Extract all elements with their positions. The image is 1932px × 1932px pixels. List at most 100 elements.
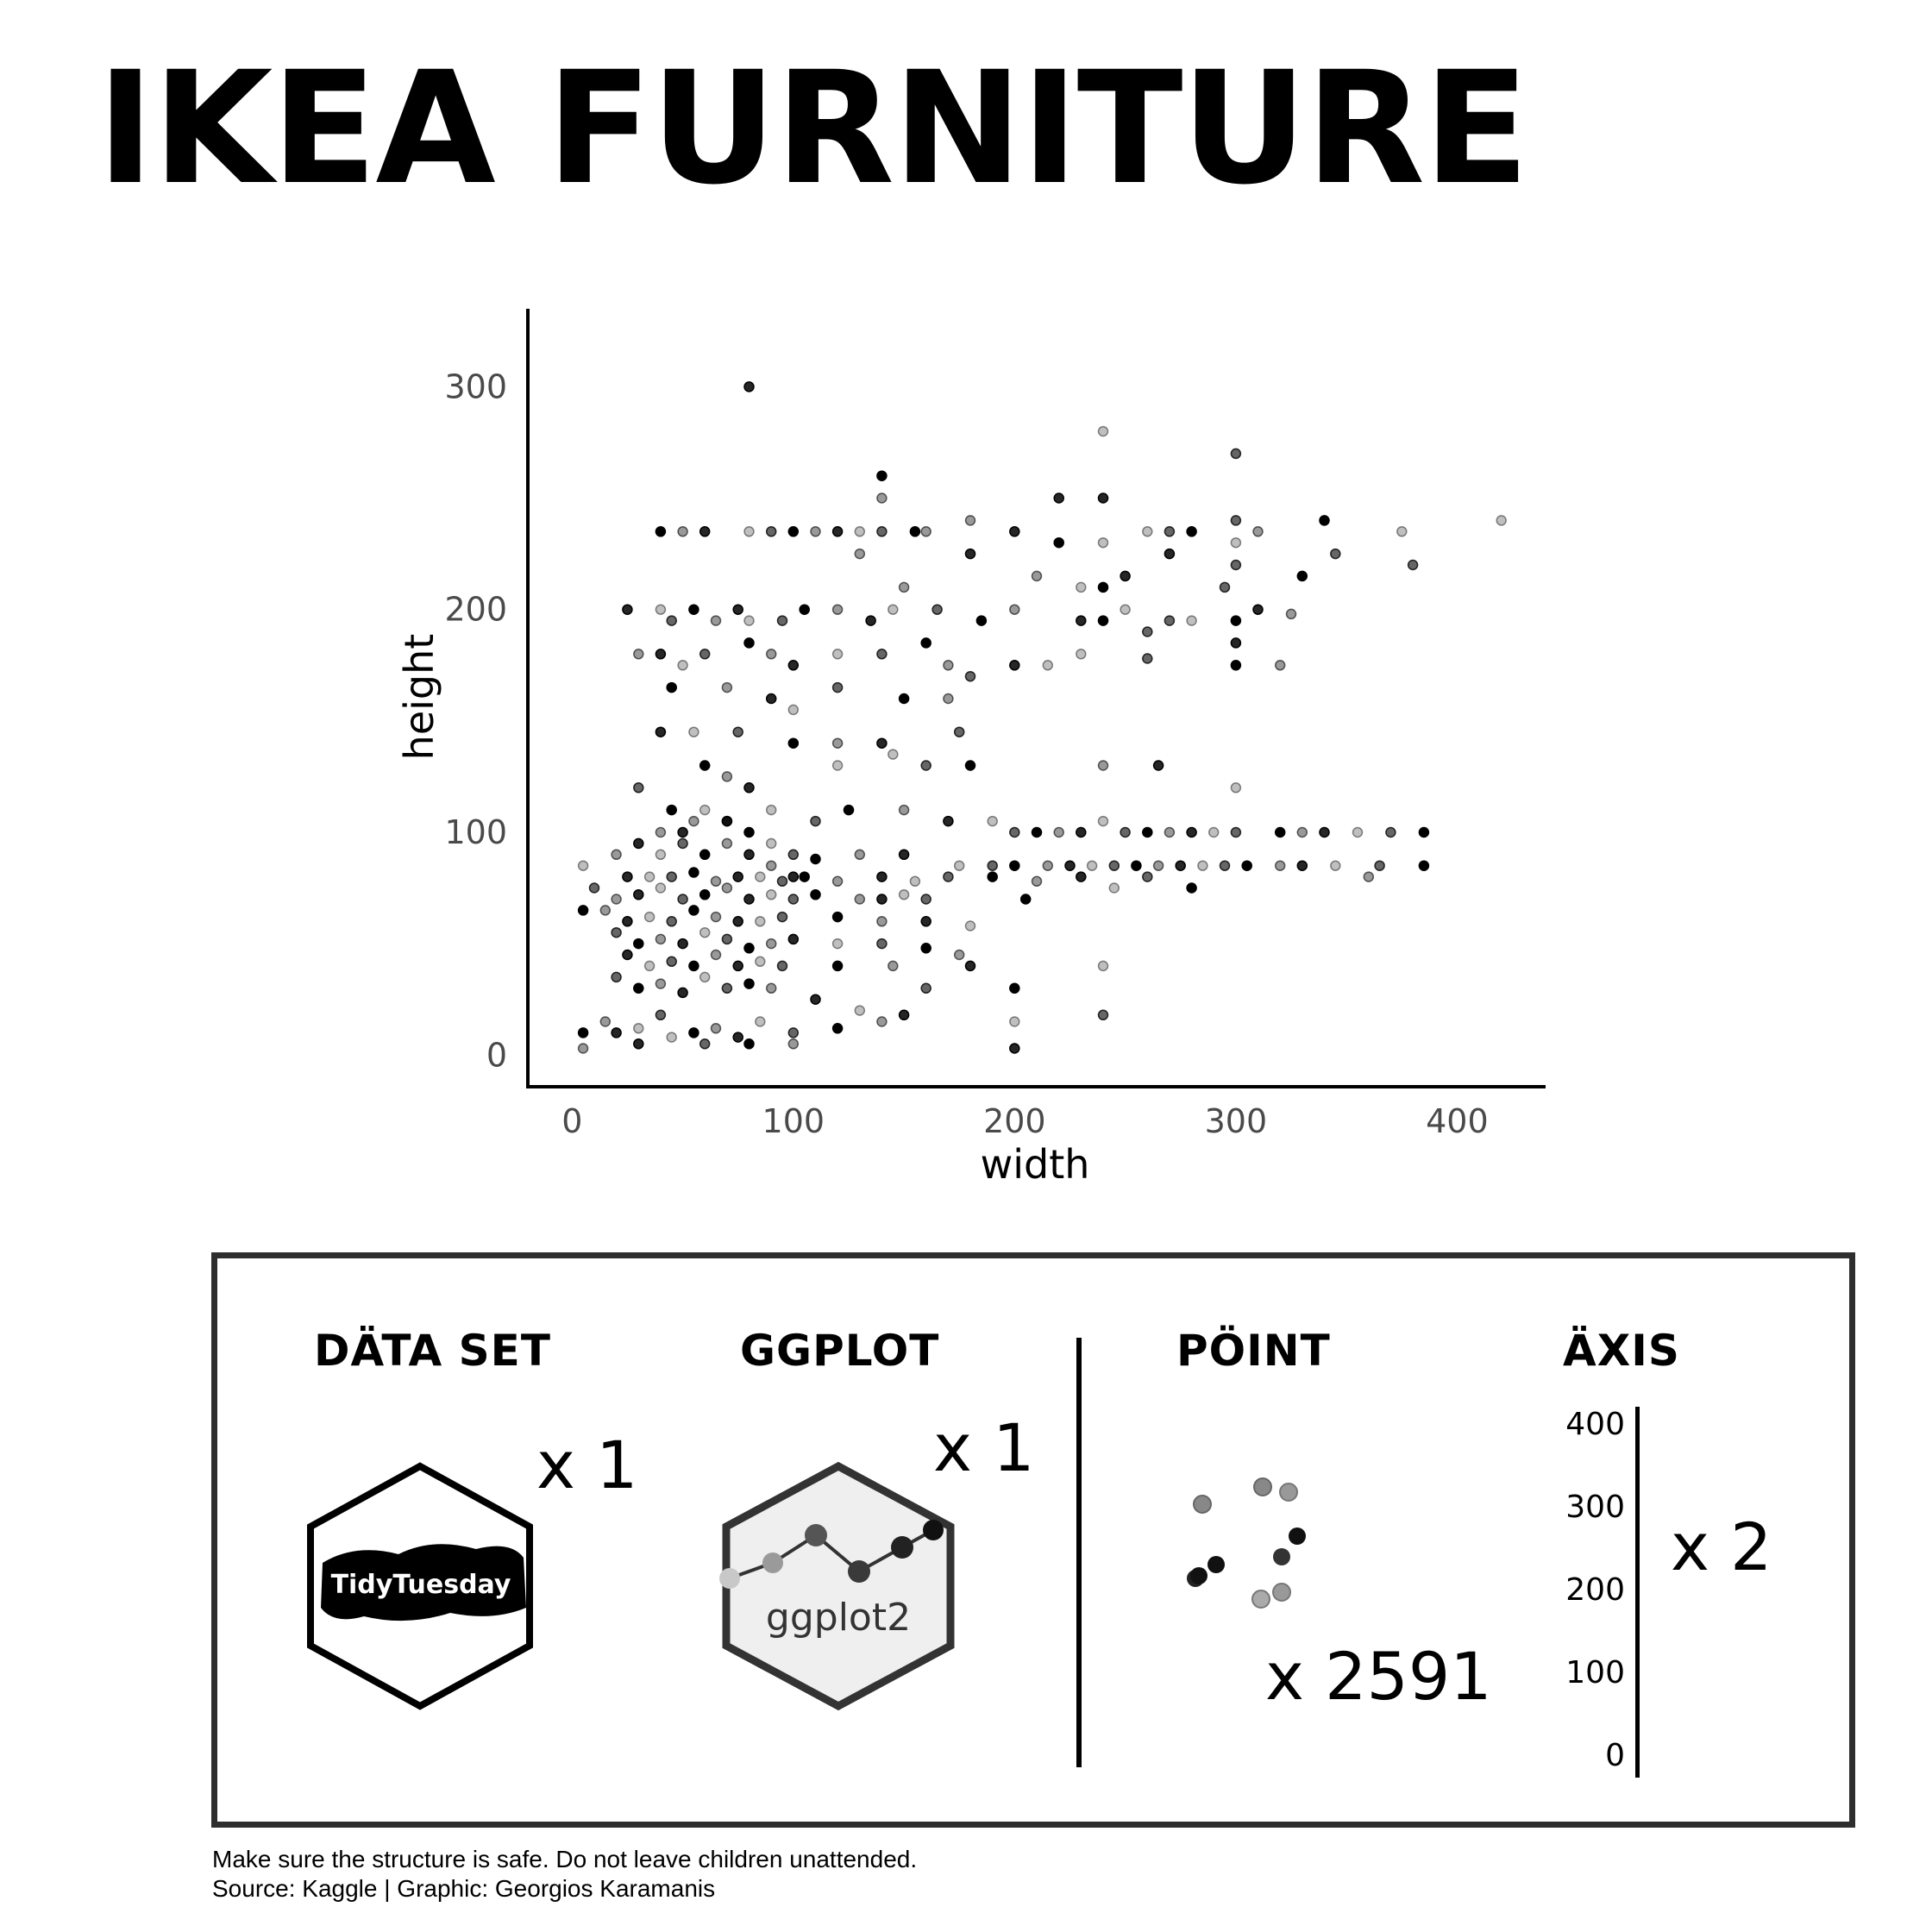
- scatter-point: [1142, 653, 1153, 664]
- scatter-point: [666, 804, 677, 816]
- scatter-point: [1496, 515, 1507, 526]
- scatter-point: [743, 381, 755, 392]
- axis-sample-line: [1635, 1407, 1640, 1778]
- scatter-point: [666, 615, 677, 626]
- scatter-point: [776, 911, 788, 923]
- scatter-point: [953, 726, 965, 737]
- scatter-point: [831, 760, 844, 771]
- scatter-point: [831, 938, 844, 950]
- scatter-point: [1142, 826, 1153, 838]
- scatter-point: [633, 1038, 644, 1050]
- scatter-point: [633, 938, 644, 950]
- points-layer: [577, 381, 1507, 1054]
- scatter-point: [909, 526, 921, 537]
- scatter-point: [1108, 882, 1120, 894]
- scatter-point: [1296, 826, 1308, 838]
- scatter-point: [688, 960, 699, 972]
- tidytuesday-hex-text: TidyTuesday: [331, 1570, 511, 1600]
- scatter-point: [666, 916, 677, 927]
- scatter-point: [1009, 860, 1020, 871]
- scatter-point: [1097, 960, 1109, 972]
- scatter-point: [743, 637, 755, 649]
- legend-heading-dataset: DÄTA SET: [314, 1326, 551, 1376]
- scatter-point: [964, 515, 976, 526]
- scatter-point: [787, 933, 800, 945]
- ggplot-multiplier: x 1: [933, 1409, 1035, 1486]
- scatter-point: [1385, 826, 1396, 838]
- scatter-point: [810, 815, 821, 827]
- ggplot2-hex-icon: ggplot2: [719, 1461, 955, 1711]
- scatter-point: [732, 916, 743, 927]
- x-tick-label: 100: [762, 1102, 825, 1140]
- scatter-point: [1230, 826, 1242, 838]
- scatter-point: [1296, 860, 1308, 871]
- scatter-point: [677, 938, 688, 950]
- scatter-point: [765, 938, 777, 950]
- scatter-point: [755, 871, 766, 882]
- scatter-point: [743, 978, 755, 989]
- scatter-point: [732, 871, 743, 882]
- scatter-point: [710, 875, 722, 888]
- scatter-point: [688, 1027, 699, 1038]
- scatter-point: [732, 604, 743, 615]
- scatter-point: [655, 933, 667, 945]
- scatter-point: [1186, 882, 1197, 894]
- scatter-point: [1097, 815, 1109, 827]
- legend-heading-ggplot: GGPLOT: [740, 1326, 940, 1376]
- scatter-point: [1097, 615, 1109, 626]
- scatter-point: [765, 649, 777, 660]
- scatter-point: [622, 916, 633, 927]
- scatter-point: [876, 894, 888, 905]
- scatter-point: [1252, 604, 1264, 615]
- scatter-point: [677, 660, 688, 671]
- scatter-point: [588, 882, 600, 894]
- scatter-point: [1164, 615, 1176, 626]
- scatter-point: [1274, 826, 1286, 838]
- scatter-point: [1076, 826, 1087, 838]
- scatter-point: [643, 960, 656, 972]
- scatter-point: [1076, 615, 1087, 626]
- scatter-point: [1219, 581, 1231, 593]
- scatter-point: [577, 1027, 589, 1038]
- scatter-point: [655, 649, 667, 660]
- scatter-point: [765, 982, 777, 994]
- scatter-point: [831, 737, 844, 749]
- scatter-point: [843, 804, 855, 816]
- y-tick-label: 300: [444, 367, 507, 405]
- scatter-point: [854, 894, 866, 905]
- axis-sample-tick: 200: [1565, 1572, 1625, 1608]
- scatter-point: [1086, 860, 1098, 871]
- scatter-point: [920, 526, 932, 537]
- scatter-point: [699, 971, 711, 983]
- scatter-point: [743, 1038, 755, 1050]
- scatter-point: [1352, 826, 1364, 838]
- scatter-point: [1330, 860, 1341, 871]
- axis-sample-tick: 100: [1565, 1655, 1625, 1690]
- scatter-point: [721, 815, 733, 827]
- scatter-point: [677, 526, 688, 537]
- scatter-point: [732, 726, 743, 737]
- scatter-point: [1131, 860, 1142, 871]
- scatter-point: [1152, 860, 1164, 871]
- y-tick-label: 0: [486, 1036, 507, 1074]
- scatter-point: [854, 526, 866, 537]
- scatter-point: [1164, 826, 1176, 838]
- scatter-point: [876, 871, 888, 882]
- scatter-point: [655, 1009, 667, 1021]
- scatter-point: [1009, 660, 1020, 671]
- scatter-point: [611, 849, 622, 861]
- scatter-point: [787, 849, 800, 861]
- scatter-point: [765, 526, 777, 537]
- scatter-point: [810, 526, 821, 537]
- scatter-point: [666, 1032, 677, 1043]
- scatter-point: [854, 849, 866, 861]
- scatter-point: [920, 760, 932, 771]
- y-axis-title: height: [396, 634, 442, 761]
- scatter-point: [909, 875, 921, 888]
- scatter-point: [943, 815, 954, 827]
- scatter-point: [699, 760, 711, 771]
- scatter-point: [655, 849, 667, 861]
- x-tick-label: 0: [561, 1102, 582, 1140]
- scatter-point: [787, 704, 800, 716]
- scatter-point: [688, 815, 699, 827]
